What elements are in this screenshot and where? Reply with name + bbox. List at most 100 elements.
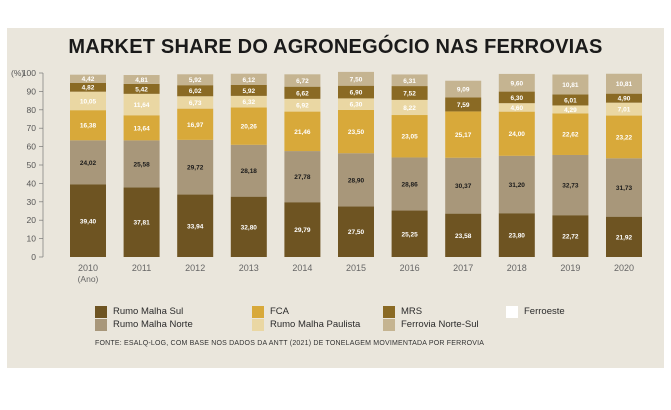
y-tick-label: 10: [27, 234, 37, 244]
bar-segment: [552, 154, 589, 216]
bar-segment: [123, 83, 160, 94]
bar-value-label: 4,82: [82, 85, 95, 92]
x-tick-label: 2012: [185, 263, 205, 273]
bar-value-label: 23,05: [401, 134, 418, 141]
bar-value-label: 25,17: [455, 132, 472, 139]
bar-segment: [338, 109, 374, 154]
bar-segment: [391, 99, 428, 116]
bar-value-label: 6,31: [403, 78, 416, 85]
bar-value-label: 6,72: [296, 78, 309, 85]
bar-segment: [177, 85, 214, 97]
bar-value-label: 10,05: [80, 98, 97, 105]
y-tick-label: 50: [27, 160, 37, 170]
bar-segment: [552, 113, 589, 155]
bar-segment: [338, 206, 374, 257]
bar-segment: [230, 144, 267, 197]
y-tick-label: 0: [31, 252, 36, 262]
bar-value-label: 6,62: [296, 90, 309, 97]
x-tick-label: 2016: [400, 263, 420, 273]
bar-value-label: 25,58: [133, 161, 150, 168]
bar-value-label: 27,50: [348, 229, 365, 236]
bar-segment: [123, 75, 160, 84]
bar-value-label: 9,60: [510, 80, 523, 87]
x-tick-label: 2010: [78, 263, 98, 273]
bar-segment: [445, 97, 482, 112]
bar-segment: [391, 210, 428, 257]
bar-segment: [177, 194, 214, 257]
y-axis-unit: (%): [11, 68, 24, 78]
legend-label: FCA: [270, 306, 289, 317]
y-tick-label: 100: [22, 68, 36, 78]
bar-segment: [230, 196, 267, 257]
bar-segment: [498, 91, 535, 104]
bar-value-label: 22,72: [562, 234, 579, 241]
bar-segment: [70, 140, 106, 185]
bar-segment: [391, 86, 428, 100]
bar-value-label: 4,60: [510, 105, 523, 112]
bar-value-label: 10,81: [616, 81, 633, 88]
bar-value-label: 10,81: [562, 82, 579, 89]
x-tick-label: 2011: [132, 263, 151, 273]
bar-value-label: 37,81: [133, 220, 150, 227]
legend-label: Ferrovia Norte-Sul: [401, 319, 479, 330]
bar-value-label: 6,12: [242, 77, 255, 84]
x-tick-label: 2013: [239, 263, 259, 273]
bar-segment: [606, 73, 642, 94]
bar-segment: [284, 98, 321, 112]
bar-segment: [498, 103, 535, 112]
bar-segment: [284, 202, 321, 257]
bar-value-label: 33,94: [187, 223, 204, 230]
bar-value-label: 31,20: [509, 182, 526, 189]
legend-label: Rumo Malha Paulista: [270, 319, 361, 330]
bar-value-label: 21,46: [294, 129, 311, 136]
bar-value-label: 9,09: [457, 87, 470, 94]
x-tick-label: 2020: [614, 263, 634, 273]
bar-value-label: 6,90: [350, 90, 363, 97]
bar-segment: [606, 158, 642, 217]
bar-value-label: 6,02: [189, 88, 202, 95]
legend-label: Rumo Malha Norte: [113, 319, 193, 330]
legend-swatch: [252, 319, 264, 331]
bar-value-label: 13,64: [133, 125, 150, 132]
bar-value-label: 23,80: [509, 233, 526, 240]
legend-label: MRS: [401, 306, 423, 317]
y-tick-label: 30: [27, 197, 37, 207]
bar-chart: (%) 0 10 20 30 40 50 60 70 80 90 100 39,40 24,02 16,38…: [11, 68, 642, 284]
bar-segment: [552, 94, 589, 106]
y-tick-label: 40: [27, 178, 37, 188]
bar-segment: [230, 107, 267, 145]
legend-label: Ferroeste: [524, 306, 565, 317]
bar-value-label: 11,64: [134, 102, 150, 109]
bar-value-label: 8,22: [403, 105, 416, 112]
bar-segment: [552, 215, 589, 257]
legend-swatch: [95, 306, 107, 318]
bar-segment: [177, 74, 214, 86]
bar-segment: [230, 84, 267, 96]
bar-segment: [284, 74, 321, 87]
bar-segment: [123, 115, 160, 141]
x-tick-label: 2017: [453, 263, 473, 273]
bar-segment: [338, 153, 374, 207]
bar-value-label: 20,26: [241, 124, 258, 131]
bar-segment: [284, 86, 321, 99]
bar-value-label: 6,01: [564, 97, 577, 104]
bar-value-label: 31,73: [616, 185, 633, 192]
bar-segment: [70, 184, 106, 257]
bar-segment: [177, 139, 214, 195]
bar-segment: [70, 82, 106, 92]
bar-value-label: 28,86: [401, 181, 418, 188]
bar-value-label: 4,90: [618, 96, 631, 103]
legend-swatch: [252, 306, 264, 318]
bar-value-label: 32,73: [562, 183, 579, 190]
bar-segment: [498, 213, 535, 257]
bar-segment: [498, 111, 535, 156]
legend-swatch: [383, 306, 395, 318]
bar-value-label: 5,92: [242, 88, 255, 95]
bar-value-label: 23,50: [348, 129, 365, 136]
bar-segment: [177, 96, 214, 109]
bar-value-label: 21,92: [616, 234, 633, 241]
bar-value-label: 7,59: [457, 102, 470, 109]
bar-value-label: 4,81: [135, 77, 148, 84]
bar-segment: [70, 110, 106, 141]
x-tick-label: 2014: [292, 263, 312, 273]
